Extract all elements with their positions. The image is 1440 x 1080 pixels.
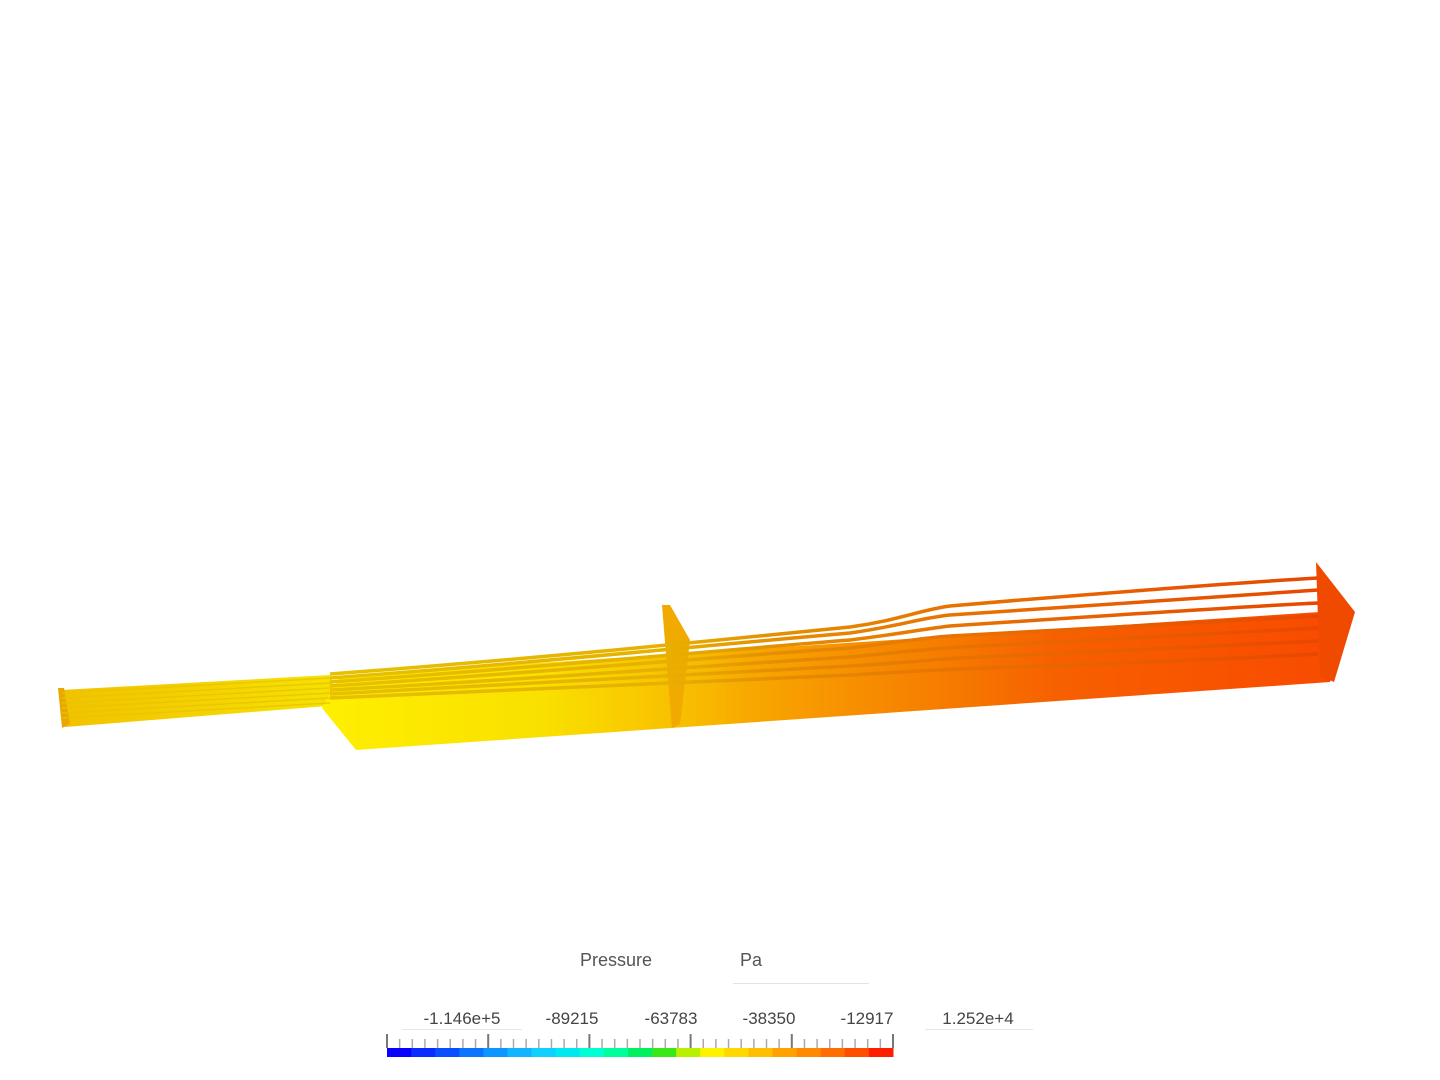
baffle-plate [662, 605, 690, 728]
flow-domain [322, 562, 1355, 750]
outlet-face [1316, 562, 1355, 682]
streamlines [329, 576, 1319, 700]
inlet-streamlines [61, 677, 331, 719]
